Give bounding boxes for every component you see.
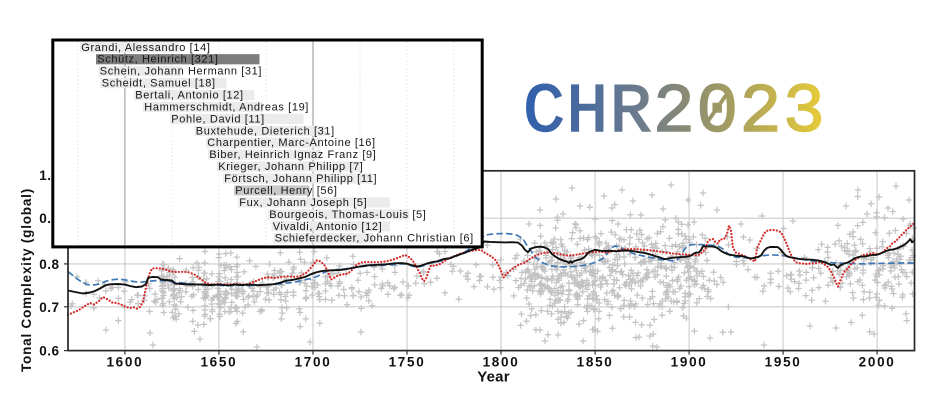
svg-text:1850: 1850: [577, 355, 614, 370]
svg-text:2000: 2000: [859, 355, 896, 370]
svg-text:1600: 1600: [106, 355, 143, 370]
svg-text:Schein, Johann Hermann [31]: Schein, Johann Hermann [31]: [100, 66, 262, 78]
svg-text:1650: 1650: [200, 355, 237, 370]
svg-text:Biber, Heinrich Ignaz Franz [9: Biber, Heinrich Ignaz Franz [9]: [209, 149, 376, 161]
svg-text:Krieger, Johann Philipp [7]: Krieger, Johann Philipp [7]: [218, 161, 363, 173]
svg-text:1700: 1700: [295, 355, 332, 370]
svg-text:Purcell, Henry [56]: Purcell, Henry [56]: [235, 185, 337, 197]
svg-text:Tonal Complexity (global): Tonal Complexity (global): [19, 188, 34, 372]
svg-text:1900: 1900: [671, 355, 708, 370]
svg-text:Schieferdecker, Johann Christi: Schieferdecker, Johann Christian [6]: [275, 233, 474, 245]
svg-text:Schütz, Heinrich [321]: Schütz, Heinrich [321]: [97, 54, 218, 66]
svg-text:Charpentier, Marc-Antoine [16]: Charpentier, Marc-Antoine [16]: [207, 137, 375, 149]
svg-text:Scheidt, Samuel [18]: Scheidt, Samuel [18]: [102, 78, 216, 90]
svg-text:1800: 1800: [483, 355, 520, 370]
svg-text:1950: 1950: [765, 355, 802, 370]
svg-text:0.7: 0.7: [39, 300, 59, 315]
svg-text:1750: 1750: [389, 355, 426, 370]
svg-text:Grandi, Alessandro [14]: Grandi, Alessandro [14]: [81, 42, 210, 54]
svg-text:CHR2023: CHR2023: [523, 74, 826, 153]
svg-text:Bertali, Antonio [12]: Bertali, Antonio [12]: [135, 90, 243, 102]
svg-text:Förtsch, Johann Philipp [11]: Förtsch, Johann Philipp [11]: [224, 173, 377, 185]
svg-text:Bourgeois, Thomas-Louis [5]: Bourgeois, Thomas-Louis [5]: [269, 209, 426, 221]
svg-text:Vivaldi, Antonio [12]: Vivaldi, Antonio [12]: [273, 221, 382, 233]
svg-text:Buxtehude, Dieterich [31]: Buxtehude, Dieterich [31]: [196, 125, 335, 137]
svg-text:Hammerschmidt, Andreas [19]: Hammerschmidt, Andreas [19]: [144, 101, 309, 113]
svg-text:0.6: 0.6: [39, 344, 59, 359]
svg-text:0.8: 0.8: [39, 257, 59, 272]
svg-text:Fux, Johann Joseph [5]: Fux, Johann Joseph [5]: [239, 197, 367, 209]
svg-text:Pohle, David [11]: Pohle, David [11]: [171, 113, 264, 125]
svg-text:Year: Year: [477, 369, 510, 386]
